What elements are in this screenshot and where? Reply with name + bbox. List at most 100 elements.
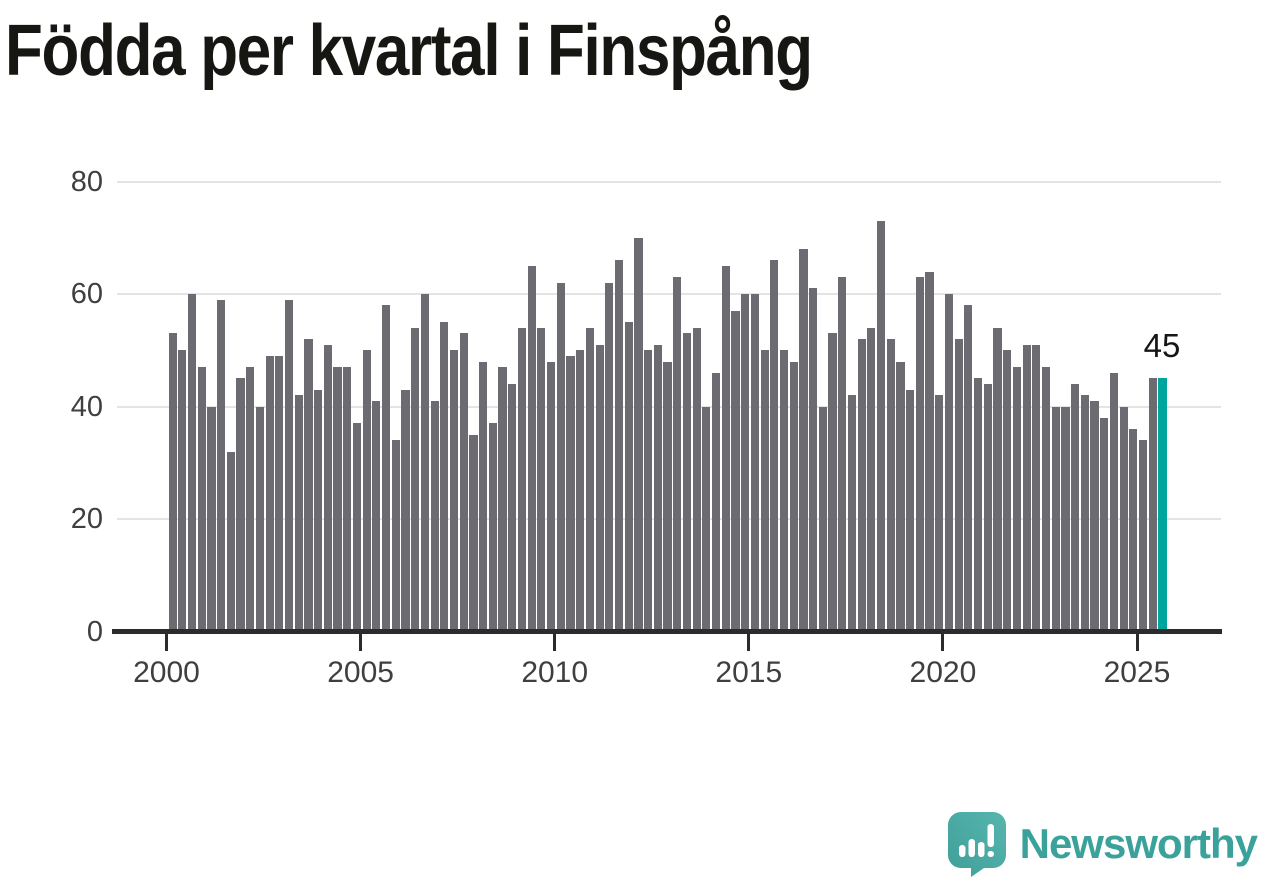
bar-2015-Q2 [760,350,769,632]
bar-2012-Q4 [663,361,672,632]
bar-2000-Q4 [197,367,206,632]
latest-value-label: 45 [1143,327,1181,364]
bar-2025-Q3 [1158,378,1167,632]
bar-2021-Q1 [983,384,992,632]
bar-2023-Q2 [1071,384,1080,632]
bar-2005-Q3 [382,305,391,632]
bar-2022-Q2 [1032,344,1041,632]
bar-2012-Q3 [653,344,662,632]
bar-2008-Q3 [498,367,507,632]
x-axis-label-2010: 2010 [521,656,589,689]
bar-2013-Q3 [692,327,701,632]
bar-2011-Q3 [614,260,624,632]
bar-2024-Q4 [1129,429,1138,632]
bar-2007-Q3 [459,333,468,632]
bar-2014-Q1 [711,372,721,632]
x-axis-label-2015: 2015 [715,656,783,689]
bar-2019-Q2 [915,277,924,632]
bar-2007-Q2 [449,350,459,632]
bar-2016-Q2 [799,249,808,632]
bar-2011-Q4 [624,322,633,632]
bar-2022-Q1 [1022,344,1031,632]
bar-2001-Q3 [226,451,235,632]
bar-2008-Q2 [488,423,497,632]
bar-2022-Q3 [1041,367,1051,632]
bar-2014-Q3 [731,310,740,632]
bar-2000-Q3 [187,294,197,632]
bar-2019-Q3 [925,271,934,632]
bar-2006-Q1 [401,389,410,632]
bar-2004-Q2 [333,367,342,632]
newsworthy-logo: Newsworthy [946,811,1258,877]
bar-2016-Q4 [818,406,827,632]
bar-2011-Q1 [595,344,604,632]
bar-2014-Q2 [721,265,730,632]
x-tick-2000 [165,634,168,651]
bar-2009-Q3 [537,327,546,632]
bar-2005-Q4 [391,440,400,632]
bar-2012-Q1 [634,237,643,632]
bar-2021-Q4 [1012,367,1022,632]
x-tick-2010 [553,634,557,651]
gridline-60 [117,293,1221,295]
bar-2002-Q1 [246,367,255,632]
x-tick-2015 [747,634,751,651]
bar-2020-Q1 [944,294,954,632]
y-axis-label-0: 0 [86,615,103,648]
y-axis-label-40: 40 [70,390,103,423]
bar-2017-Q1 [828,333,837,632]
bar-2013-Q2 [682,333,692,632]
bar-2004-Q1 [323,344,332,632]
bar-2009-Q1 [517,327,527,632]
bar-2015-Q4 [779,350,789,632]
newsworthy-logo-icon [947,812,1006,877]
bar-2019-Q4 [935,395,944,632]
bar-2025-Q1 [1139,440,1148,632]
x-axis-label-2005: 2005 [327,656,394,689]
bar-2013-Q4 [702,406,711,632]
bar-2020-Q2 [954,339,963,632]
bar-2000-Q1 [168,333,177,632]
x-axis-label-2000: 2000 [133,656,200,689]
x-tick-2005 [359,634,363,651]
bar-2016-Q1 [789,361,798,632]
bar-2001-Q4 [236,378,245,632]
bar-2018-Q2 [876,220,886,632]
x-tick-2025 [1135,634,1139,651]
bar-2004-Q4 [352,423,362,632]
bar-2002-Q3 [265,355,274,632]
bar-2001-Q1 [207,406,216,632]
bar-2008-Q4 [508,384,517,632]
bar-2020-Q4 [974,378,983,632]
bar-2002-Q4 [275,355,284,632]
bar-2024-Q1 [1100,417,1109,632]
bar-2022-Q4 [1051,406,1060,632]
bar-2023-Q3 [1080,395,1089,632]
bar-2016-Q3 [809,288,818,632]
bar-2001-Q2 [217,299,226,632]
bar-2014-Q4 [741,294,750,632]
bar-2003-Q3 [304,339,313,632]
bar-2015-Q1 [750,294,759,632]
bar-2011-Q2 [605,282,614,632]
bar-2003-Q2 [294,395,303,632]
bar-2003-Q1 [284,299,294,632]
bar-2004-Q3 [343,367,352,632]
bar-2000-Q2 [178,350,187,632]
bar-2021-Q3 [1003,350,1012,632]
bar-2007-Q1 [440,322,449,632]
bar-2010-Q2 [566,355,575,632]
bar-2021-Q2 [993,327,1002,632]
bar-2008-Q1 [479,361,488,632]
bar-2017-Q4 [857,339,866,632]
bar-2020-Q3 [964,305,973,632]
bar-2025-Q2 [1148,378,1157,632]
bar-2024-Q3 [1119,406,1128,632]
bar-2013-Q1 [673,277,682,632]
gridline-80 [117,180,1221,183]
bar-2012-Q2 [644,350,653,632]
x-axis-label-2025: 2025 [1103,656,1171,689]
chart-title: Födda per kvartal i Finspång [5,11,813,91]
bar-2015-Q3 [770,260,779,632]
